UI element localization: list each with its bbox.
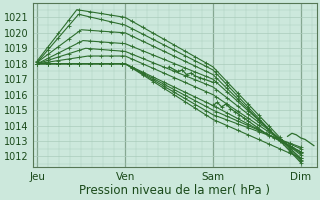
X-axis label: Pression niveau de la mer( hPa ): Pression niveau de la mer( hPa ) (79, 184, 270, 197)
